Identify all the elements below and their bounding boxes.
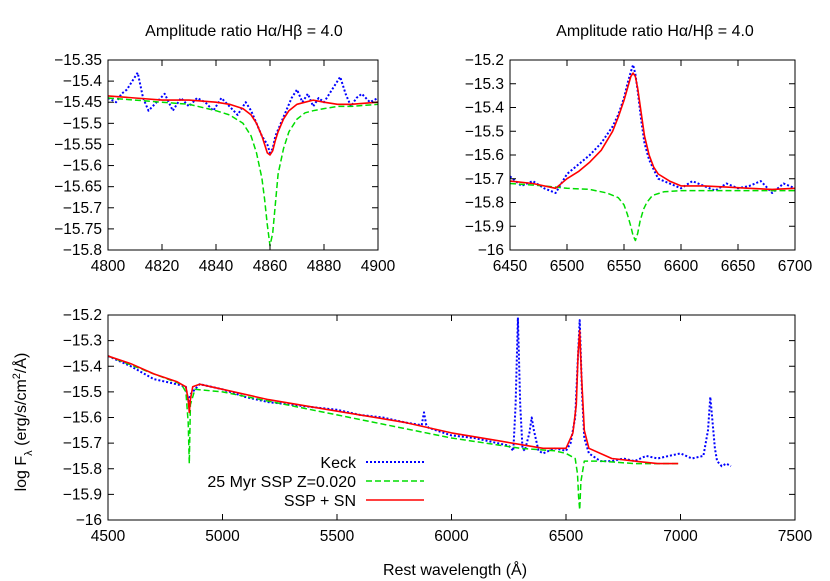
y-tick-label: −15.65 <box>54 179 102 196</box>
y-tick-label: −15.8 <box>63 461 102 478</box>
y-tick-label: −15.45 <box>54 94 102 111</box>
x-tick-label: 4880 <box>307 258 342 275</box>
legend-label-ssp: 25 Myr SSP Z=0.020 <box>207 474 356 491</box>
y-tick-label: −15.7 <box>63 435 102 452</box>
y-tick-label: −15.75 <box>54 221 102 238</box>
x-tick-label: 4860 <box>253 258 288 275</box>
y-tick-label: −15.4 <box>465 100 505 117</box>
y-tick-label: −15.7 <box>63 200 102 217</box>
x-axis-label: Rest wavelength (Å) <box>383 560 527 579</box>
x-tick-label: 6550 <box>607 258 642 275</box>
y-tick-label: −15.9 <box>63 486 102 503</box>
series-line-sspsn <box>108 95 378 156</box>
x-tick-label: 6500 <box>549 528 584 545</box>
plot-frame <box>509 59 796 251</box>
y-tick-label: −15.2 <box>465 52 504 69</box>
x-tick-label: 4820 <box>145 258 180 275</box>
series-line-ssp <box>510 182 795 242</box>
x-tick-label: 4840 <box>199 258 234 275</box>
x-tick-label: 4500 <box>91 528 126 545</box>
x-tick-label: 7500 <box>778 528 813 545</box>
legend: Keck 25 Myr SSP Z=0.020 SSP + SN <box>207 455 424 510</box>
y-tick-label: −15.55 <box>54 136 102 153</box>
panel-halpha-title: Amplitude ratio Hα/Hβ = 4.0 <box>556 23 754 40</box>
series-line-keck <box>108 316 732 468</box>
series-line-keck <box>108 71 378 154</box>
legend-label-keck: Keck <box>320 455 357 472</box>
x-tick-label: 6450 <box>493 258 528 275</box>
series-line-keck <box>510 63 795 194</box>
y-tick-label: −15.3 <box>63 333 102 350</box>
y-tick-label: −15.3 <box>465 76 504 93</box>
y-tick-label: −15.8 <box>465 195 504 212</box>
y-tick-label: −15.4 <box>63 358 103 375</box>
x-tick-label: 4800 <box>91 258 126 275</box>
y-tick-label: −15.4 <box>63 73 103 90</box>
series-line-ssp <box>108 355 681 511</box>
x-tick-label: 4900 <box>361 258 396 275</box>
plot-frame <box>107 59 379 251</box>
y-tick-label: −15.6 <box>465 147 504 164</box>
y-tick-label: −15.8 <box>63 242 102 259</box>
panel-halpha: Amplitude ratio Hα/Hβ = 4.0 6450 6500 6550… <box>465 23 813 275</box>
x-tick-label: 6650 <box>721 258 756 275</box>
panel-halpha-hbeta: Amplitude ratio Hα/Hβ = 4.0 4800 4820 4840… <box>54 23 395 275</box>
x-tick-label: 5500 <box>320 528 355 545</box>
series-line-ssp <box>108 97 378 247</box>
panel-halpha-hbeta-title: Amplitude ratio Hα/Hβ = 4.0 <box>145 23 343 40</box>
y-tick-label: −16 <box>76 512 102 529</box>
y-tick-label: −15.6 <box>63 410 102 427</box>
y-tick-label: −15.9 <box>465 218 504 235</box>
y-tick-label: −15.5 <box>63 384 102 401</box>
y-axis-label: log Fλ (erg/s/cm2/Å) <box>11 353 35 492</box>
y-tick-label: −15.5 <box>465 123 504 140</box>
y-tick-label: −15.35 <box>54 52 102 69</box>
legend-label-sspsn: SSP + SN <box>284 493 356 510</box>
x-tick-label: 5000 <box>205 528 240 545</box>
y-tick-label: −16 <box>478 242 504 259</box>
y-tick-label: −15.5 <box>63 115 102 132</box>
x-tick-label: 6500 <box>550 258 585 275</box>
x-tick-label: 6600 <box>664 258 699 275</box>
x-tick-label: 6000 <box>434 528 469 545</box>
y-tick-label: −15.2 <box>63 307 102 324</box>
panel-full-spectrum: Rest wavelength (Å) log Fλ (erg/s/cm2/Å)… <box>11 307 813 579</box>
y-tick-label: −15.7 <box>465 171 504 188</box>
series-line-sspsn <box>510 72 795 191</box>
x-tick-label: 7000 <box>663 528 698 545</box>
series-line-sspsn <box>108 329 679 465</box>
x-tick-label: 6700 <box>778 258 813 275</box>
y-tick-label: −15.6 <box>63 158 102 175</box>
